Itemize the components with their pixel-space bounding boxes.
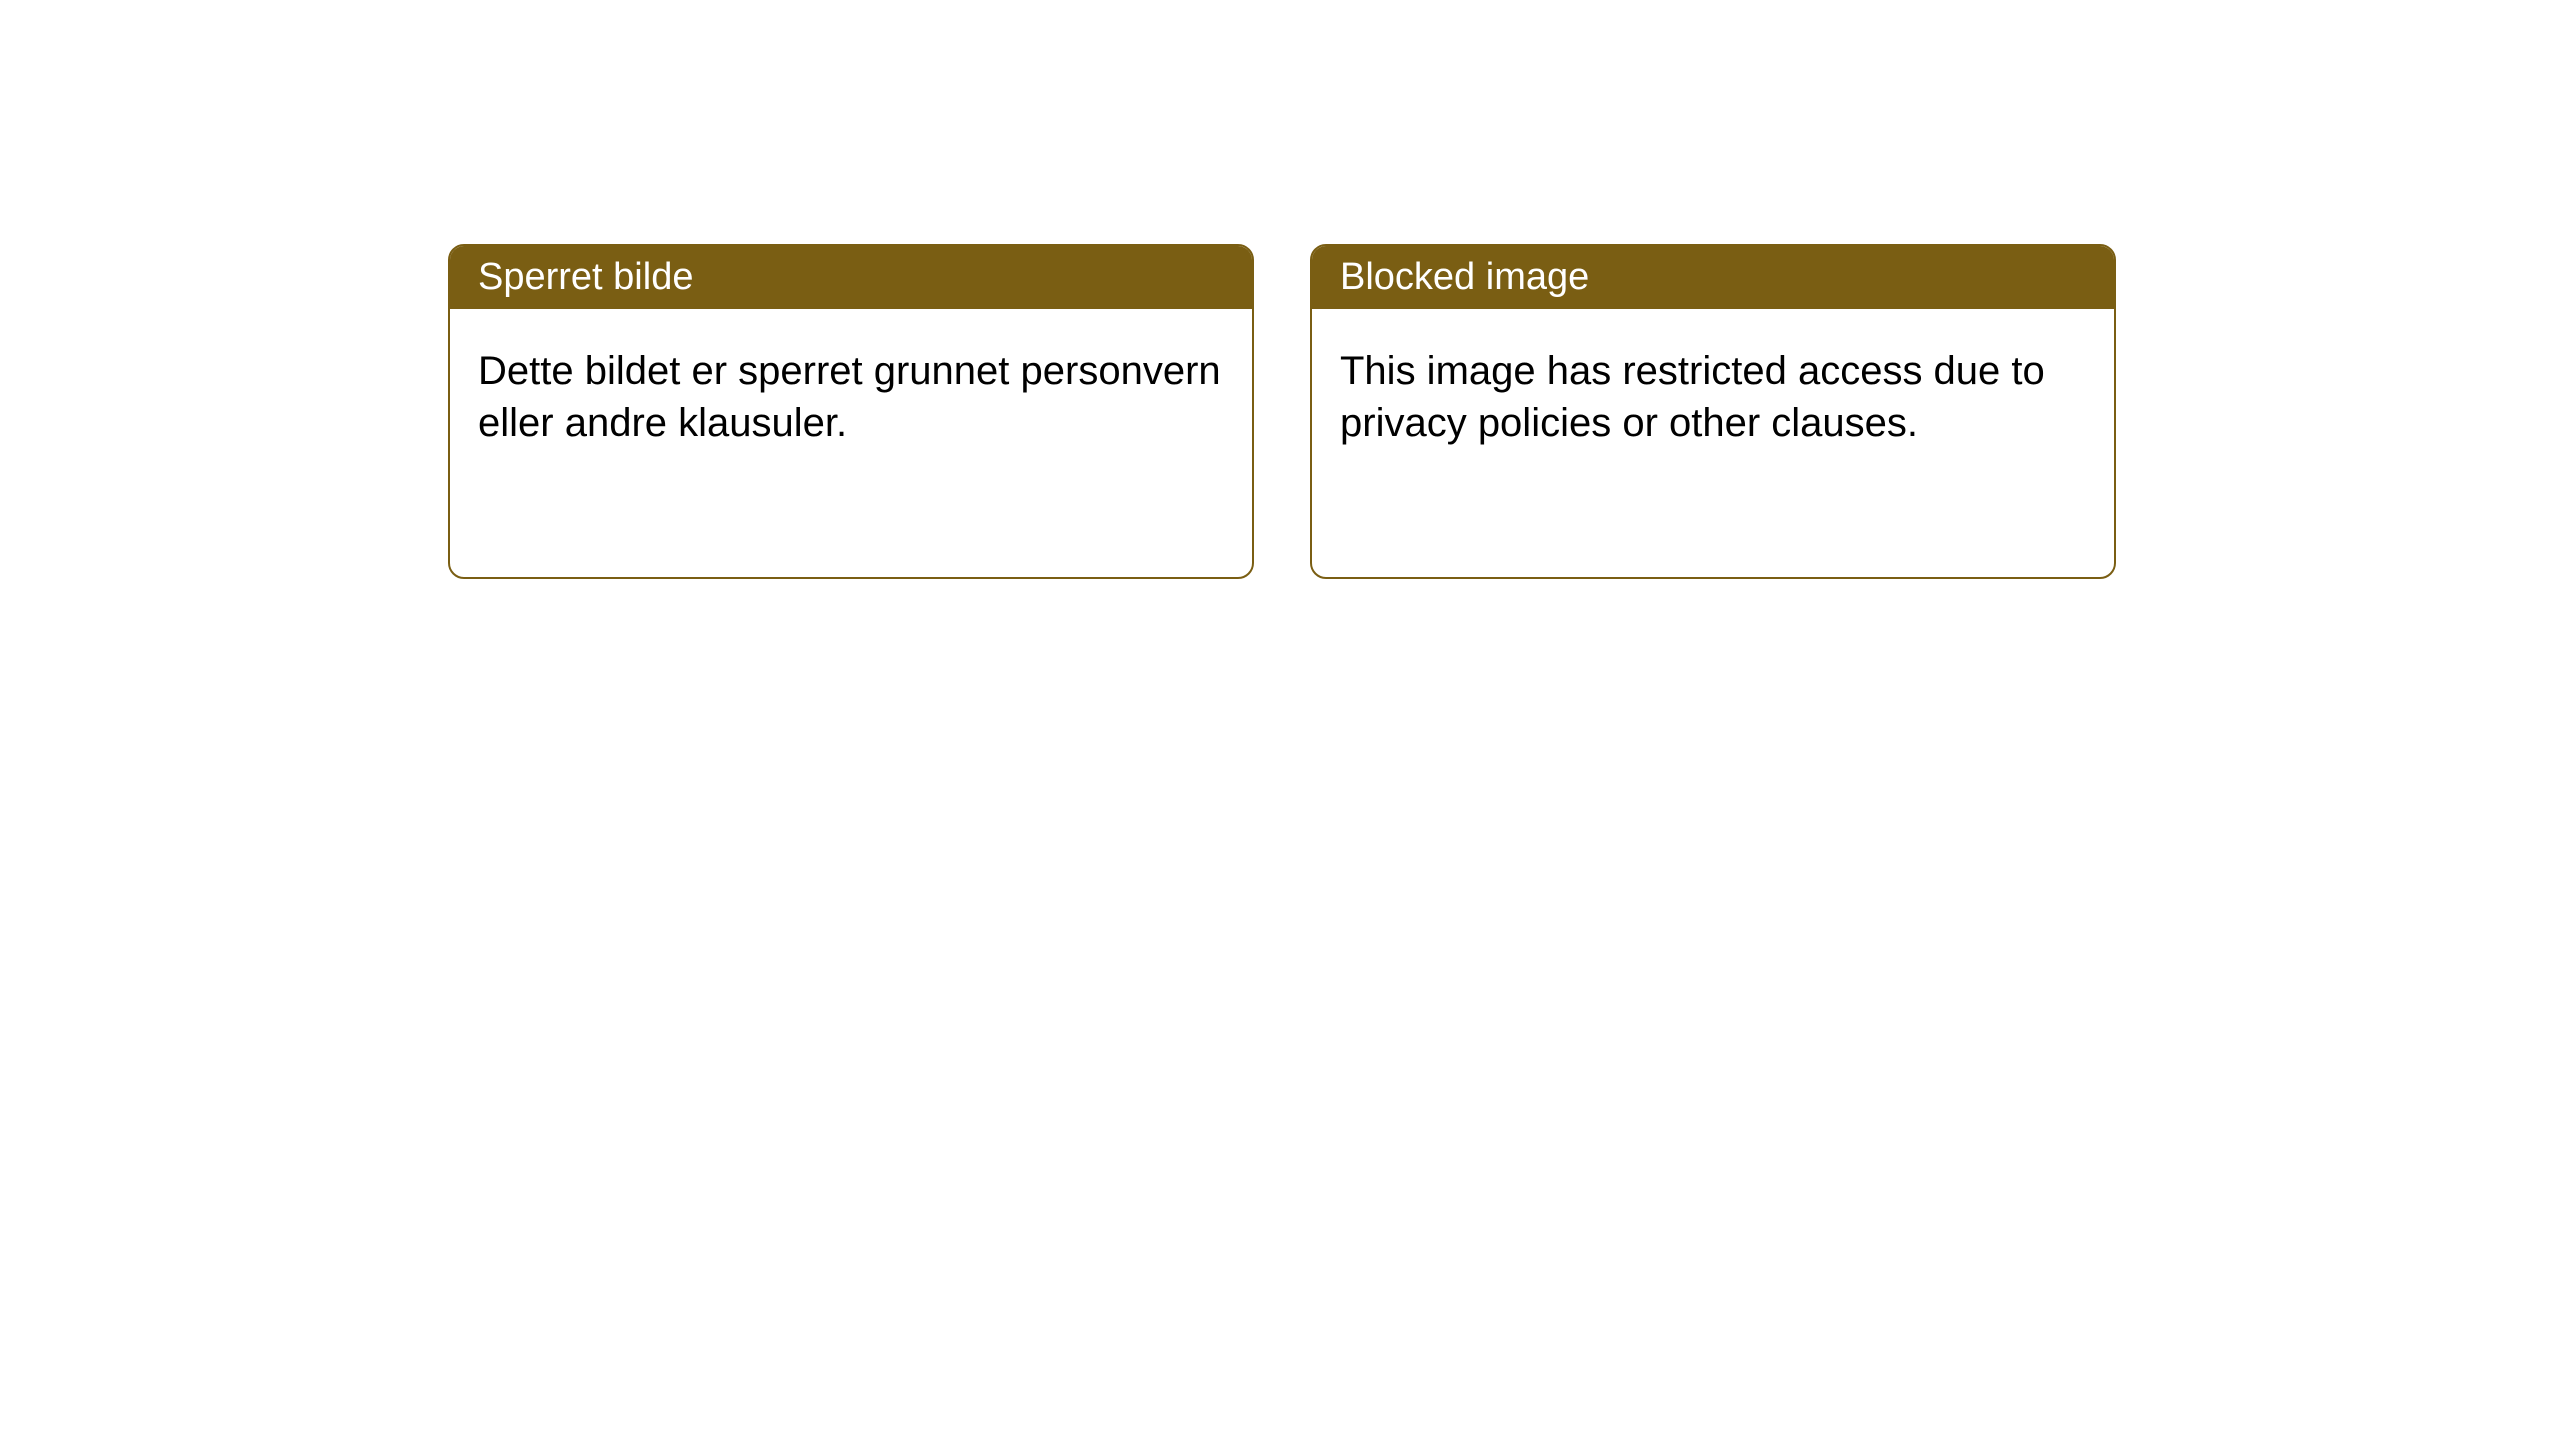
panel-header-no: Sperret bilde (450, 246, 1252, 309)
panel-body-text-no: Dette bildet er sperret grunnet personve… (478, 349, 1221, 445)
panel-body-en: This image has restricted access due to … (1312, 309, 2114, 485)
panel-blocked-image-en: Blocked image This image has restricted … (1310, 244, 2116, 579)
panel-header-text-no: Sperret bilde (478, 256, 693, 298)
panel-blocked-image-no: Sperret bilde Dette bildet er sperret gr… (448, 244, 1254, 579)
panel-body-no: Dette bildet er sperret grunnet personve… (450, 309, 1252, 485)
panel-body-text-en: This image has restricted access due to … (1340, 349, 2045, 445)
panels-container: Sperret bilde Dette bildet er sperret gr… (448, 244, 2116, 579)
panel-header-en: Blocked image (1312, 246, 2114, 309)
panel-header-text-en: Blocked image (1340, 256, 1589, 298)
